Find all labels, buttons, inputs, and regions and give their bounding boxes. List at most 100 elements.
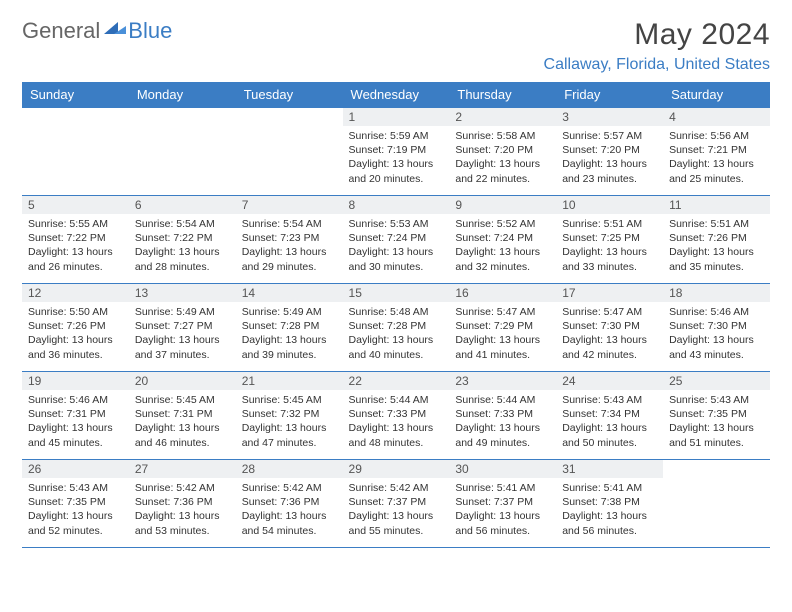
day-details: Sunrise: 5:45 AMSunset: 7:32 PMDaylight:… <box>236 390 343 454</box>
logo-icon <box>104 19 126 37</box>
day-number: 22 <box>343 372 450 390</box>
day-details: Sunrise: 5:46 AMSunset: 7:31 PMDaylight:… <box>22 390 129 454</box>
day-details: Sunrise: 5:58 AMSunset: 7:20 PMDaylight:… <box>449 126 556 190</box>
calendar-body: ......1Sunrise: 5:59 AMSunset: 7:19 PMDa… <box>22 108 770 548</box>
day-number: 2 <box>449 108 556 126</box>
calendar-cell: 31Sunrise: 5:41 AMSunset: 7:38 PMDayligh… <box>556 460 663 548</box>
day-number: 20 <box>129 372 236 390</box>
day-number: 14 <box>236 284 343 302</box>
day-number: 5 <box>22 196 129 214</box>
day-number: 11 <box>663 196 770 214</box>
calendar-cell: 14Sunrise: 5:49 AMSunset: 7:28 PMDayligh… <box>236 284 343 372</box>
calendar-cell: 2Sunrise: 5:58 AMSunset: 7:20 PMDaylight… <box>449 108 556 196</box>
weekday-header: Sunday <box>22 82 129 108</box>
calendar-cell: .. <box>236 108 343 196</box>
day-number: 28 <box>236 460 343 478</box>
day-details: Sunrise: 5:51 AMSunset: 7:25 PMDaylight:… <box>556 214 663 278</box>
weekday-header: Thursday <box>449 82 556 108</box>
calendar-cell: 28Sunrise: 5:42 AMSunset: 7:36 PMDayligh… <box>236 460 343 548</box>
day-number: 9 <box>449 196 556 214</box>
day-details: Sunrise: 5:47 AMSunset: 7:29 PMDaylight:… <box>449 302 556 366</box>
day-details: Sunrise: 5:43 AMSunset: 7:34 PMDaylight:… <box>556 390 663 454</box>
calendar-cell: 24Sunrise: 5:43 AMSunset: 7:34 PMDayligh… <box>556 372 663 460</box>
day-details: Sunrise: 5:42 AMSunset: 7:36 PMDaylight:… <box>236 478 343 542</box>
day-details: Sunrise: 5:52 AMSunset: 7:24 PMDaylight:… <box>449 214 556 278</box>
calendar-cell: 9Sunrise: 5:52 AMSunset: 7:24 PMDaylight… <box>449 196 556 284</box>
weekday-header: Tuesday <box>236 82 343 108</box>
day-number: 10 <box>556 196 663 214</box>
title-block: May 2024 Callaway, Florida, United State… <box>544 18 770 74</box>
calendar-cell: 19Sunrise: 5:46 AMSunset: 7:31 PMDayligh… <box>22 372 129 460</box>
day-details: Sunrise: 5:51 AMSunset: 7:26 PMDaylight:… <box>663 214 770 278</box>
calendar-cell: 23Sunrise: 5:44 AMSunset: 7:33 PMDayligh… <box>449 372 556 460</box>
weekday-header: Saturday <box>663 82 770 108</box>
day-number: 1 <box>343 108 450 126</box>
day-details: Sunrise: 5:47 AMSunset: 7:30 PMDaylight:… <box>556 302 663 366</box>
weekday-header: Wednesday <box>343 82 450 108</box>
day-number: 3 <box>556 108 663 126</box>
day-details: Sunrise: 5:43 AMSunset: 7:35 PMDaylight:… <box>22 478 129 542</box>
weekday-header: Monday <box>129 82 236 108</box>
day-details: Sunrise: 5:42 AMSunset: 7:36 PMDaylight:… <box>129 478 236 542</box>
header: General Blue May 2024 Callaway, Florida,… <box>22 18 770 74</box>
day-number: 13 <box>129 284 236 302</box>
calendar-cell: 25Sunrise: 5:43 AMSunset: 7:35 PMDayligh… <box>663 372 770 460</box>
day-details: Sunrise: 5:56 AMSunset: 7:21 PMDaylight:… <box>663 126 770 190</box>
day-number: 26 <box>22 460 129 478</box>
calendar-cell: .. <box>22 108 129 196</box>
day-details: Sunrise: 5:49 AMSunset: 7:28 PMDaylight:… <box>236 302 343 366</box>
calendar-table: SundayMondayTuesdayWednesdayThursdayFrid… <box>22 82 770 548</box>
calendar-cell: .. <box>129 108 236 196</box>
calendar-cell: 12Sunrise: 5:50 AMSunset: 7:26 PMDayligh… <box>22 284 129 372</box>
day-details: Sunrise: 5:53 AMSunset: 7:24 PMDaylight:… <box>343 214 450 278</box>
day-details: Sunrise: 5:45 AMSunset: 7:31 PMDaylight:… <box>129 390 236 454</box>
calendar-cell: 1Sunrise: 5:59 AMSunset: 7:19 PMDaylight… <box>343 108 450 196</box>
day-details: Sunrise: 5:41 AMSunset: 7:37 PMDaylight:… <box>449 478 556 542</box>
calendar-cell: 27Sunrise: 5:42 AMSunset: 7:36 PMDayligh… <box>129 460 236 548</box>
day-number: 18 <box>663 284 770 302</box>
day-number: 15 <box>343 284 450 302</box>
day-number: 17 <box>556 284 663 302</box>
calendar-cell: 10Sunrise: 5:51 AMSunset: 7:25 PMDayligh… <box>556 196 663 284</box>
calendar-header-row: SundayMondayTuesdayWednesdayThursdayFrid… <box>22 82 770 108</box>
day-details: Sunrise: 5:49 AMSunset: 7:27 PMDaylight:… <box>129 302 236 366</box>
day-number: 25 <box>663 372 770 390</box>
calendar-cell: 6Sunrise: 5:54 AMSunset: 7:22 PMDaylight… <box>129 196 236 284</box>
day-number: 31 <box>556 460 663 478</box>
day-details: Sunrise: 5:54 AMSunset: 7:23 PMDaylight:… <box>236 214 343 278</box>
day-details: Sunrise: 5:44 AMSunset: 7:33 PMDaylight:… <box>343 390 450 454</box>
logo-text-1: General <box>22 18 100 44</box>
day-details: Sunrise: 5:50 AMSunset: 7:26 PMDaylight:… <box>22 302 129 366</box>
day-details: Sunrise: 5:42 AMSunset: 7:37 PMDaylight:… <box>343 478 450 542</box>
calendar-cell: 30Sunrise: 5:41 AMSunset: 7:37 PMDayligh… <box>449 460 556 548</box>
day-number: 7 <box>236 196 343 214</box>
logo: General Blue <box>22 18 172 44</box>
day-details: Sunrise: 5:44 AMSunset: 7:33 PMDaylight:… <box>449 390 556 454</box>
day-details: Sunrise: 5:59 AMSunset: 7:19 PMDaylight:… <box>343 126 450 190</box>
calendar-cell: 22Sunrise: 5:44 AMSunset: 7:33 PMDayligh… <box>343 372 450 460</box>
calendar-cell: 20Sunrise: 5:45 AMSunset: 7:31 PMDayligh… <box>129 372 236 460</box>
calendar-cell: 26Sunrise: 5:43 AMSunset: 7:35 PMDayligh… <box>22 460 129 548</box>
day-number: 19 <box>22 372 129 390</box>
calendar-cell: 13Sunrise: 5:49 AMSunset: 7:27 PMDayligh… <box>129 284 236 372</box>
day-number: 8 <box>343 196 450 214</box>
location-text: Callaway, Florida, United States <box>544 56 770 74</box>
calendar-cell: 18Sunrise: 5:46 AMSunset: 7:30 PMDayligh… <box>663 284 770 372</box>
day-details: Sunrise: 5:54 AMSunset: 7:22 PMDaylight:… <box>129 214 236 278</box>
weekday-header: Friday <box>556 82 663 108</box>
calendar-cell: 21Sunrise: 5:45 AMSunset: 7:32 PMDayligh… <box>236 372 343 460</box>
calendar-cell: 8Sunrise: 5:53 AMSunset: 7:24 PMDaylight… <box>343 196 450 284</box>
page-title: May 2024 <box>544 18 770 52</box>
day-number: 29 <box>343 460 450 478</box>
calendar-cell: .. <box>663 460 770 548</box>
day-details: Sunrise: 5:46 AMSunset: 7:30 PMDaylight:… <box>663 302 770 366</box>
calendar-cell: 15Sunrise: 5:48 AMSunset: 7:28 PMDayligh… <box>343 284 450 372</box>
day-details: Sunrise: 5:55 AMSunset: 7:22 PMDaylight:… <box>22 214 129 278</box>
calendar-cell: 3Sunrise: 5:57 AMSunset: 7:20 PMDaylight… <box>556 108 663 196</box>
calendar-cell: 4Sunrise: 5:56 AMSunset: 7:21 PMDaylight… <box>663 108 770 196</box>
day-details: Sunrise: 5:43 AMSunset: 7:35 PMDaylight:… <box>663 390 770 454</box>
calendar-cell: 5Sunrise: 5:55 AMSunset: 7:22 PMDaylight… <box>22 196 129 284</box>
calendar-cell: 17Sunrise: 5:47 AMSunset: 7:30 PMDayligh… <box>556 284 663 372</box>
day-number: 24 <box>556 372 663 390</box>
day-number: 6 <box>129 196 236 214</box>
